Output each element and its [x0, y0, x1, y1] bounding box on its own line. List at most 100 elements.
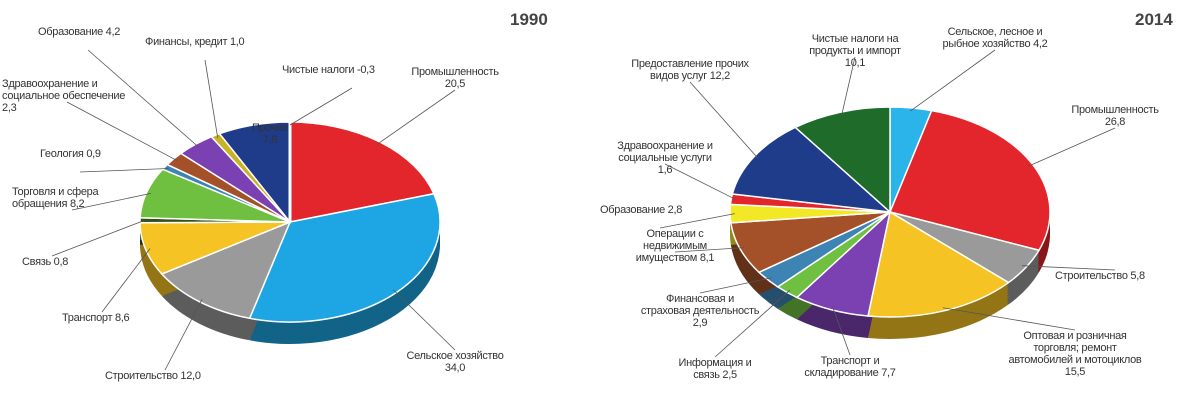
category-name: Здравоохранение и социальное обеспечение: [2, 78, 126, 102]
slice-label: Строительство 12,0: [105, 370, 225, 382]
leader-line: [289, 87, 353, 126]
category-name: Промышленность: [411, 66, 499, 78]
slice-label: Образование 2,8: [600, 204, 720, 216]
value-label: 10,1: [844, 57, 866, 69]
category-name: Сельское, лесное и рыбное хозяйство: [942, 26, 1043, 50]
category-name: Связь: [22, 256, 51, 268]
chart-title: 2014: [1135, 10, 1173, 29]
leader-line: [699, 277, 772, 294]
leaders: [51, 49, 456, 371]
value-label: 5,8: [1130, 270, 1145, 282]
leader-line: [1021, 265, 1116, 271]
leader-line: [1028, 127, 1116, 167]
leader-line: [164, 299, 203, 371]
leader-line: [204, 59, 219, 138]
category-name: Образование: [600, 204, 665, 216]
slice: [248, 192, 441, 323]
slice-label: Здравоохранение и социальное обеспечение…: [2, 78, 132, 114]
slice: [867, 210, 1010, 318]
slice: [289, 121, 435, 223]
slice-label: Промышленность 20,5: [405, 66, 505, 90]
slice-label: Промышленность 26,8: [1060, 104, 1170, 128]
slice-label: Чистые налоги -0,3: [282, 64, 422, 76]
category-name: Образование: [38, 26, 103, 38]
leader-line: [689, 81, 759, 159]
value-label: 34,0: [444, 362, 466, 374]
category-name: Оптовая и розничная торговля; ремонт авт…: [1008, 330, 1142, 366]
leaders: [659, 49, 1116, 358]
value-label: 0,8: [53, 256, 69, 268]
leader-line: [832, 306, 851, 356]
leader-line: [66, 101, 178, 162]
slice-label: Геология 0,9: [40, 148, 120, 160]
leader-line: [101, 248, 151, 313]
slice-label: Предоставление прочих видов услуг 12,2: [625, 58, 755, 82]
category-name: Строительство: [1055, 270, 1128, 282]
slice-label: Образование 4,2: [38, 26, 138, 38]
category-name: Операции с недвижимым имуществом: [635, 228, 708, 264]
slice-label: Сельское, лесное и рыбное хозяйство 4,2: [930, 26, 1060, 50]
leader-line: [910, 49, 996, 112]
category-name: Транспорт: [62, 312, 113, 324]
slice-label: Финансовая и страховая деятельность 2,9: [640, 293, 760, 329]
slice-label: Здравоохранение и социальные услуги 1,6: [610, 140, 720, 176]
value-label: -0,3: [356, 64, 375, 76]
category-name: Промышленность: [1071, 104, 1159, 116]
slice-label: Операции с недвижимым имуществом 8,1: [620, 228, 730, 264]
leader-line: [659, 213, 735, 229]
value-label: 1,6: [657, 164, 673, 176]
value-label: 12,2: [709, 70, 731, 82]
leader-line: [393, 289, 456, 351]
leader-line: [376, 89, 456, 145]
slice: [731, 126, 893, 214]
slice-label: Информация и связь 2,5: [670, 357, 760, 381]
category-name: Финансовая и страховая деятельность: [640, 293, 760, 317]
slice: [888, 109, 1051, 252]
leader-line: [714, 289, 791, 358]
leader-line: [51, 219, 145, 257]
slice-label: Торговля и сфера обращения 8,2: [12, 186, 132, 210]
slice-label: Сельское хозяйство 34,0: [395, 350, 515, 374]
value-label: 26,8: [1104, 116, 1126, 128]
pie-tops: [139, 121, 441, 323]
value-label: 15,5: [1064, 366, 1086, 378]
category-name: Транспорт и складирование: [804, 355, 880, 379]
value-label: 12,0: [180, 370, 201, 382]
value-label: 2,8: [667, 204, 683, 216]
category-name: Строительство: [105, 370, 178, 382]
slice-label: Финансы, кредит 1,0: [145, 36, 265, 48]
slice: [793, 106, 891, 214]
category-name: Сельское хозяйство: [406, 350, 504, 362]
slice-label: Транспорт 8,6: [62, 312, 142, 324]
leader-line: [942, 307, 1076, 331]
category-name: Чистые налоги на продукты и импорт: [809, 33, 901, 57]
slice-label: Чистые налоги на продукты и импорт 10,1: [800, 33, 910, 69]
leader-line: [79, 168, 169, 173]
value-label: 0,9: [86, 148, 101, 160]
leader-line: [87, 49, 199, 148]
pie-tops: [729, 106, 1051, 318]
value-label: 20,5: [444, 78, 466, 90]
leader-line: [71, 193, 152, 211]
slice-label: Строительство 5,8: [1055, 270, 1175, 282]
value-label: 8,2: [69, 198, 85, 210]
category-name: Финансы, кредит: [145, 36, 228, 48]
category-name: Предоставление прочих видов услуг: [631, 58, 749, 82]
value-label: 7,8: [262, 134, 278, 146]
category-name: Прочие: [251, 122, 289, 134]
slice-label: Оптовая и розничная торговля; ремонт авт…: [1005, 330, 1145, 378]
value-label: 2,3: [2, 102, 17, 114]
value-label: 2,5: [722, 369, 737, 381]
leader-line: [674, 247, 745, 253]
value-label: 4,2: [105, 26, 121, 38]
category-name: Геология: [40, 148, 84, 160]
slice-label: Прочие 7,8: [245, 122, 295, 146]
slice-label: Транспорт и складирование 7,7: [790, 355, 910, 379]
value-label: 4,2: [1033, 38, 1048, 50]
category-name: Здравоохранение и социальные услуги: [617, 140, 713, 164]
value-label: 7,7: [881, 367, 896, 379]
slice: [160, 220, 292, 320]
category-name: Информация и связь: [678, 357, 752, 381]
value-label: 1,0: [229, 36, 245, 48]
